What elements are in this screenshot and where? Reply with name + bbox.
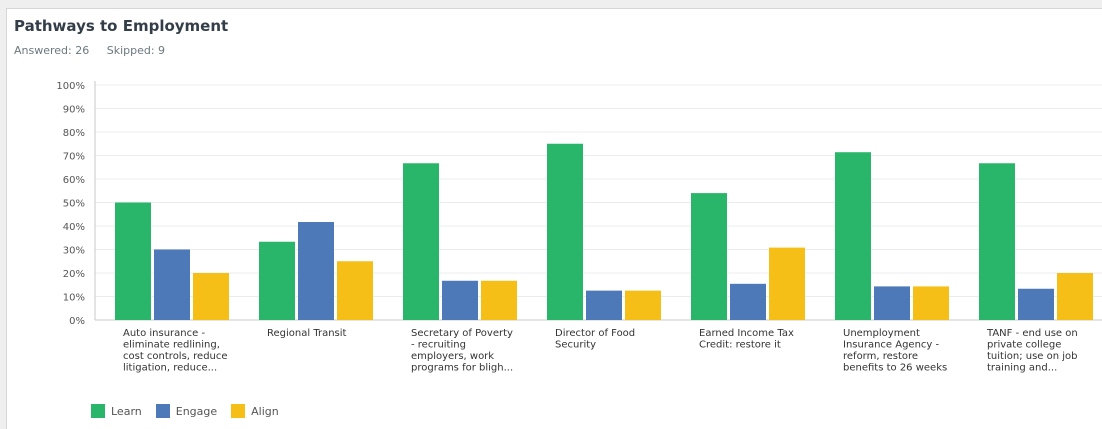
legend-item-align[interactable]: Align bbox=[231, 404, 279, 418]
x-category-label: Secretary of Poverty - recruiting employer… bbox=[411, 328, 513, 374]
x-category-label-line: litigation, reduce... bbox=[123, 363, 217, 374]
x-category-label-line: Earned Income Tax bbox=[699, 328, 794, 339]
answered-count: Answered: 26 bbox=[14, 44, 90, 57]
bar-engage bbox=[730, 283, 766, 320]
x-category-label-line: Director of Food bbox=[555, 328, 635, 339]
x-category-label-line: eliminate redlining, bbox=[123, 340, 220, 351]
bar-learn bbox=[979, 163, 1015, 320]
skipped-count: Skipped: 9 bbox=[106, 44, 166, 57]
legend-item-engage[interactable]: Engage bbox=[155, 404, 218, 418]
x-category-label: Director of Food Security bbox=[555, 328, 635, 351]
x-category-label: Auto insurance -eliminate redlining, cost… bbox=[123, 328, 228, 374]
x-category-label: TANF - end use on private college tuition;… bbox=[986, 328, 1078, 374]
legend-swatch-learn bbox=[91, 404, 105, 418]
response-stats: Answered: 26 Skipped: 9 bbox=[14, 44, 179, 57]
legend-swatch-align bbox=[231, 404, 246, 418]
bar-learn bbox=[259, 241, 295, 320]
x-category-label-line: - recruiting bbox=[411, 340, 466, 351]
x-category-label-line: Unemployment bbox=[843, 328, 920, 339]
x-category-label-line: reform, restore bbox=[843, 351, 918, 362]
legend-label-engage: Engage bbox=[175, 404, 218, 418]
bar-align bbox=[913, 286, 949, 320]
bar-engage bbox=[154, 249, 190, 320]
y-tick-label: 80% bbox=[63, 128, 85, 139]
legend-label-learn: Learn bbox=[111, 404, 142, 418]
bar-align bbox=[481, 280, 517, 320]
x-category-label: Regional Transit bbox=[267, 328, 347, 339]
y-tick-label: 90% bbox=[63, 105, 85, 116]
x-category-label: Earned Income Tax Credit: restore it bbox=[699, 328, 794, 351]
bar-align bbox=[1057, 273, 1093, 320]
page-title: Pathways to Employment bbox=[14, 17, 229, 35]
x-category-label-line: TANF - end use on bbox=[986, 328, 1078, 339]
x-category-label: Unemployment Insurance Agency -reform, re… bbox=[843, 328, 947, 374]
bar-engage bbox=[442, 280, 478, 320]
bar-learn bbox=[547, 143, 583, 320]
legend-item-learn[interactable]: Learn bbox=[91, 404, 142, 418]
x-category-label-line: Insurance Agency - bbox=[843, 340, 940, 351]
x-category-label-line: benefits to 26 weeks bbox=[843, 363, 947, 374]
chart-panel: Pathways to Employment Answered: 26 Skip… bbox=[6, 8, 1102, 429]
bar-engage bbox=[1018, 288, 1054, 320]
y-tick-label: 40% bbox=[63, 222, 85, 233]
y-tick-label: 50% bbox=[63, 199, 85, 210]
bar-align bbox=[769, 247, 805, 320]
x-category-label-line: private college bbox=[987, 340, 1061, 351]
y-tick-label: 20% bbox=[63, 269, 85, 280]
bar-align bbox=[193, 273, 229, 320]
x-category-label-line: tuition; use on job bbox=[987, 351, 1078, 362]
legend-label-align: Align bbox=[251, 404, 279, 418]
bar-learn bbox=[691, 193, 727, 320]
x-category-label-line: Credit: restore it bbox=[699, 340, 781, 351]
y-tick-label: 60% bbox=[63, 175, 85, 186]
x-category-label-line: Auto insurance - bbox=[123, 328, 205, 339]
bar-engage bbox=[586, 290, 622, 320]
x-category-label-line: cost controls, reduce bbox=[123, 351, 228, 362]
bar-align bbox=[625, 290, 661, 320]
bar-learn bbox=[115, 202, 151, 320]
bar-engage bbox=[874, 286, 910, 320]
bar-learn bbox=[835, 152, 871, 320]
bar-engage bbox=[298, 222, 334, 320]
bar-chart: 0% 10% 20% 30% 40% 50% 60% 70% 80% 90% 100% Auto in… bbox=[56, 81, 1102, 374]
x-category-label-line: Secretary of Poverty bbox=[411, 328, 513, 339]
x-category-label-line: employers, work bbox=[411, 351, 494, 362]
x-category-label-line: training and... bbox=[987, 363, 1057, 374]
legend-swatch-engage bbox=[155, 404, 170, 418]
x-category-label-line: Regional Transit bbox=[267, 328, 347, 339]
bar-learn bbox=[403, 163, 439, 320]
chart-legend: Learn Engage Align bbox=[91, 404, 279, 418]
y-tick-label: 100% bbox=[56, 81, 85, 92]
y-tick-label: 30% bbox=[63, 246, 85, 257]
y-tick-label: 10% bbox=[63, 293, 85, 304]
bar-align bbox=[337, 261, 373, 320]
y-tick-label: 70% bbox=[63, 152, 85, 163]
x-category-label-line: programs for bligh... bbox=[411, 363, 513, 374]
y-tick-label: 0% bbox=[69, 316, 85, 327]
x-category-label-line: Security bbox=[555, 340, 596, 351]
